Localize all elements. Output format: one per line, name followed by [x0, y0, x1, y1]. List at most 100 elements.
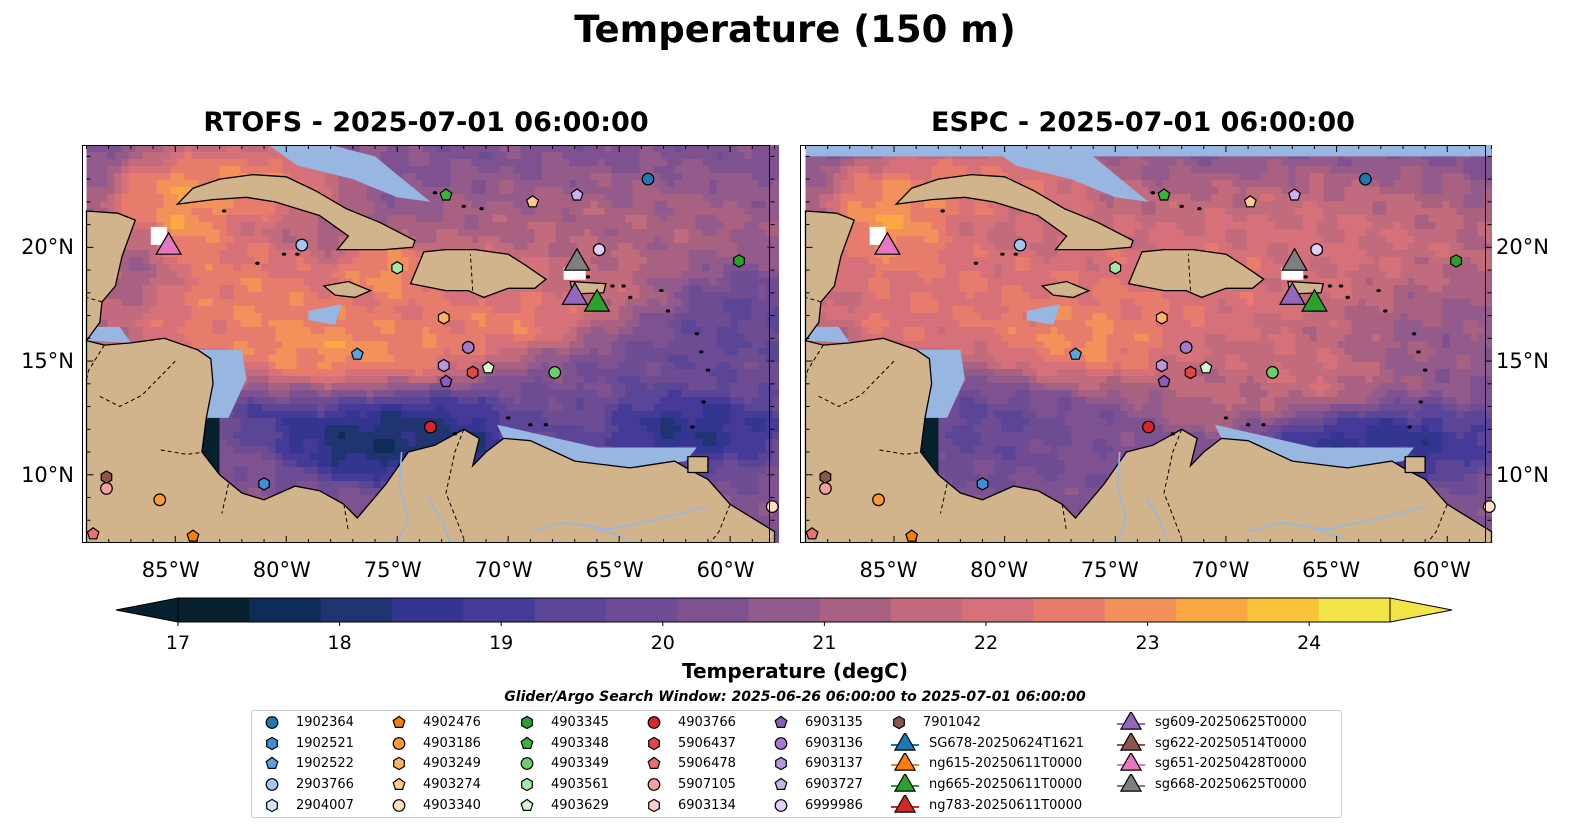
legend-label: 2904007: [296, 797, 354, 813]
cuba-land: [894, 173, 1134, 251]
float-marker-5906437: [466, 365, 479, 380]
legend-label: 7901042: [923, 715, 981, 730]
legend-marker: [520, 736, 534, 749]
float-marker-6999986: [1310, 243, 1324, 257]
legend-title: Glider/Argo Search Window: 2025-06-26 06…: [504, 689, 1086, 705]
float-marker-4903274: [526, 195, 540, 208]
colorbar-segment: [962, 598, 1035, 622]
float-marker-1902521: [976, 477, 989, 491]
river-1: [1114, 451, 1128, 543]
gulf-honduras: [805, 326, 850, 343]
colorbar-segment: [1318, 598, 1391, 622]
legend-marker: [1119, 774, 1143, 792]
gulf-honduras: [86, 326, 131, 343]
island-13: [1261, 423, 1266, 427]
legend-label: ng615-20250611T0000: [929, 756, 1083, 772]
float-marker-4903340: [1482, 500, 1496, 514]
legend-marker: [265, 778, 279, 791]
legend-marker: [893, 753, 917, 772]
legend-marker: [520, 798, 534, 811]
float-marker-4903349: [548, 366, 562, 379]
no-data-patch: [563, 267, 586, 280]
legend-marker: [1119, 712, 1143, 730]
float-marker-4903348: [1157, 188, 1171, 201]
lat-tick-label: 10°N: [1496, 462, 1549, 487]
lat-tick-label: 10°N: [21, 462, 74, 487]
legend-marker: [392, 798, 406, 812]
float-marker-5907105: [100, 482, 113, 495]
legend-marker: [893, 715, 905, 730]
lat-tick-label: 15°N: [21, 349, 74, 374]
lon-tick-label: 75°W: [1080, 558, 1139, 582]
colorbar-segment: [463, 598, 536, 622]
glider-marker-sg609-20250625T0000: [1278, 281, 1306, 305]
island-19: [432, 191, 438, 195]
island-7: [621, 284, 626, 288]
island-17: [281, 252, 287, 256]
legend-marker: [1119, 753, 1143, 772]
float-marker-4903766: [1142, 420, 1155, 434]
yucatan-land: [804, 210, 856, 343]
float-marker-1902522: [1068, 347, 1083, 360]
legend-label: 1902364: [296, 715, 354, 730]
legend-marker: [265, 757, 279, 770]
float-marker-4903186: [153, 493, 167, 507]
colorbar-segment: [1104, 598, 1177, 622]
legend-label: 1902521: [296, 735, 354, 751]
colorbar-segment: [1247, 598, 1320, 622]
lon-tick-label: 65°W: [585, 558, 644, 582]
glider-marker-sg609-20250625T0000: [561, 281, 589, 305]
no-data-patch: [869, 226, 886, 245]
island-2: [705, 368, 711, 372]
lon-tick-label: 75°W: [363, 558, 422, 582]
float-marker-6903135: [439, 374, 453, 388]
lat-tick-label: 20°N: [1496, 235, 1549, 260]
island-14: [1223, 416, 1229, 420]
colorbar-segment: [605, 598, 678, 622]
border-9: [1426, 504, 1448, 543]
legend-label: 6903136: [805, 735, 863, 751]
float-marker-5906478: [805, 527, 819, 540]
float-marker-6999986: [592, 243, 606, 257]
legend-label: sg668-20250625T0000: [1155, 777, 1307, 793]
colorbar: [115, 597, 1453, 626]
float-marker-7901042: [819, 470, 832, 484]
lon-tick-label: 70°W: [1191, 558, 1250, 582]
legend-label: 6903137: [805, 756, 863, 772]
float-marker-2903766: [1013, 238, 1027, 252]
legend-label: 5907105: [678, 777, 736, 793]
float-marker-1902364: [1358, 172, 1372, 186]
lat-tick-label: 15°N: [1496, 349, 1549, 374]
lon-tick-label: 85°W: [141, 558, 200, 582]
island-11: [452, 432, 458, 436]
island-16: [255, 261, 260, 265]
float-marker-2903766: [295, 238, 309, 252]
legend-marker: [648, 798, 660, 813]
border-0: [86, 296, 103, 303]
legend: 1902364 1902521 1902522 2903766 2904007 49024…: [251, 710, 1342, 818]
colorbar-tick-label: 17: [165, 632, 191, 654]
colorbar-min-extend: [115, 597, 179, 623]
island-8: [585, 275, 591, 279]
river-2: [427, 497, 452, 543]
float-marker-4903249: [437, 311, 450, 325]
island-1: [1416, 350, 1421, 354]
legend-marker: [392, 736, 406, 750]
float-marker-7901042: [100, 470, 113, 484]
border-3: [159, 449, 207, 455]
float-marker-1902522: [350, 347, 364, 360]
legend-marker: [647, 757, 661, 770]
legend-marker: [392, 777, 406, 791]
legend-label: 5906437: [678, 735, 736, 751]
float-marker-4903629: [1199, 361, 1213, 374]
float-marker-4903274: [1243, 195, 1257, 208]
float-marker-5906437: [1184, 365, 1197, 380]
island-21: [479, 207, 484, 211]
float-marker-4903345: [1450, 254, 1463, 268]
colorbar-max-extend: [1389, 597, 1453, 623]
float-marker-4903766: [424, 420, 437, 434]
lon-tick-label: 60°W: [1412, 558, 1471, 582]
colorbar-segment: [320, 598, 393, 622]
panel-title-rtofs: RTOFS - 2025-07-01 06:00:00: [203, 107, 649, 138]
island-3: [1418, 400, 1423, 404]
